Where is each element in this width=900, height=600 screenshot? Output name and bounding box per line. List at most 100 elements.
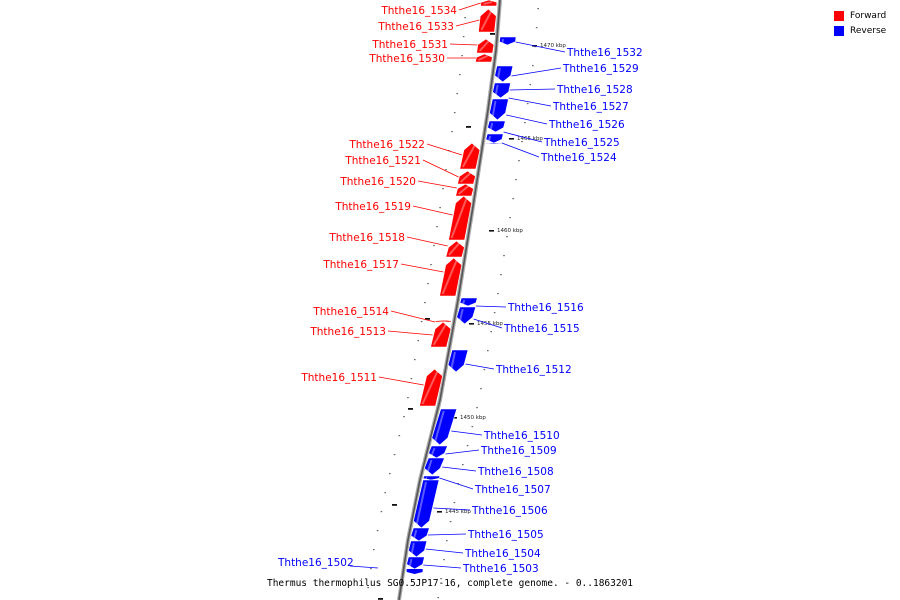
gene-arrow[interactable] (459, 142, 481, 170)
gene-label[interactable]: Ththe16_1533 (377, 21, 454, 33)
gene-label[interactable]: Ththe16_1506 (471, 505, 548, 517)
forward-gene[interactable] (448, 195, 472, 241)
leader-line (426, 143, 463, 156)
gene-arrow[interactable] (459, 297, 478, 307)
gene-arrow[interactable] (439, 257, 463, 297)
forward-gene[interactable] (478, 8, 497, 33)
gene-label[interactable]: Ththe16_1530 (368, 53, 445, 65)
minor-tick (442, 188, 444, 190)
gene-label[interactable]: Ththe16_1532 (566, 47, 643, 59)
gene-label[interactable]: Ththe16_1518 (328, 232, 405, 244)
reverse-gene[interactable] (408, 540, 428, 558)
gene-label[interactable]: Ththe16_1511 (300, 372, 377, 384)
gene-arrow[interactable] (406, 569, 423, 574)
gene-arrow[interactable] (487, 120, 506, 133)
gene-label[interactable]: Ththe16_1516 (507, 302, 584, 314)
gene-arrow[interactable] (485, 142, 503, 145)
gene-arrow[interactable] (445, 240, 465, 258)
gene-label[interactable]: Ththe16_1526 (548, 119, 625, 131)
reverse-gene[interactable] (499, 36, 517, 46)
gene-arrow[interactable] (492, 82, 511, 99)
reverse-gene[interactable] (431, 408, 458, 446)
gene-label[interactable]: Ththe16_1515 (503, 323, 580, 335)
gene-arrow[interactable] (428, 445, 448, 459)
gene-label[interactable]: Ththe16_1527 (552, 101, 629, 113)
forward-gene[interactable] (457, 170, 476, 185)
reverse-gene[interactable] (406, 569, 423, 574)
forward-gene[interactable] (476, 38, 495, 54)
gene-arrow[interactable] (478, 8, 497, 33)
gene-label[interactable]: Ththe16_1528 (556, 84, 633, 96)
gene-label[interactable]: Ththe16_1502 (277, 557, 354, 569)
gene-label[interactable]: Ththe16_1513 (309, 326, 386, 338)
leader-line (506, 114, 548, 125)
leader-line (378, 376, 424, 386)
reverse-gene[interactable] (423, 457, 445, 476)
reverse-gene[interactable] (492, 82, 511, 99)
minor-tick (407, 397, 409, 399)
gene-arrow[interactable] (406, 556, 425, 570)
gene-arrow[interactable] (475, 53, 493, 63)
gene-label[interactable]: Ththe16_1509 (480, 445, 557, 457)
gene-arrow[interactable] (480, 0, 498, 7)
gene-label[interactable]: Ththe16_1512 (495, 364, 572, 376)
forward-gene[interactable] (445, 240, 465, 258)
gene-label[interactable]: Ththe16_1517 (322, 259, 399, 271)
gene-label[interactable]: Ththe16_1503 (462, 563, 539, 575)
reverse-gene[interactable] (447, 349, 469, 373)
gene-label[interactable]: Ththe16_1514 (312, 306, 389, 318)
gene-label[interactable]: Ththe16_1525 (543, 137, 620, 149)
gene-arrow[interactable] (413, 479, 440, 529)
reverse-gene[interactable] (406, 556, 425, 570)
forward-gene[interactable] (439, 257, 463, 297)
gene-arrow[interactable] (476, 38, 495, 54)
gene-arrow[interactable] (408, 540, 428, 558)
forward-gene[interactable] (475, 53, 493, 63)
gene-arrow[interactable] (447, 349, 469, 373)
gene-label[interactable]: Ththe16_1508 (477, 466, 554, 478)
reverse-gene[interactable] (459, 297, 478, 307)
forward-gene[interactable] (419, 368, 443, 407)
gene-arrow[interactable] (494, 65, 514, 83)
gene-label[interactable]: Ththe16_1520 (339, 176, 416, 188)
gene-label[interactable]: Ththe16_1522 (348, 139, 425, 151)
reverse-gene[interactable] (489, 98, 509, 121)
forward-gene[interactable] (434, 319, 452, 323)
reverse-gene[interactable] (485, 141, 503, 146)
gene-label[interactable]: Ththe16_1524 (540, 152, 617, 164)
reverse-gene[interactable] (428, 445, 448, 459)
forward-gene[interactable] (455, 183, 474, 197)
major-tick (408, 408, 413, 410)
minor-tick (427, 283, 429, 285)
gene-arrow[interactable] (499, 36, 517, 46)
gene-label[interactable]: Ththe16_1510 (483, 430, 560, 442)
reverse-gene[interactable] (494, 65, 514, 83)
reverse-gene[interactable] (413, 479, 440, 529)
forward-gene[interactable] (430, 321, 452, 348)
gene-arrow[interactable] (485, 133, 504, 144)
gene-arrow[interactable] (489, 98, 509, 121)
gene-arrow[interactable] (448, 195, 472, 241)
reverse-gene[interactable] (456, 306, 477, 325)
gene-label[interactable]: Ththe16_1521 (344, 155, 421, 167)
gene-label[interactable]: Ththe16_1534 (380, 5, 457, 17)
gene-label[interactable]: Ththe16_1529 (562, 63, 639, 75)
gene-label[interactable]: Ththe16_1531 (371, 39, 448, 51)
gene-arrow[interactable] (423, 457, 445, 476)
forward-gene[interactable] (480, 0, 498, 7)
gene-arrow[interactable] (422, 475, 441, 481)
gene-arrow[interactable] (456, 306, 477, 325)
gene-arrow[interactable] (419, 368, 443, 407)
gene-label[interactable]: Ththe16_1505 (467, 529, 544, 541)
gene-arrow[interactable] (410, 527, 430, 542)
reverse-gene[interactable] (485, 133, 504, 144)
reverse-gene[interactable] (487, 120, 506, 133)
gene-label[interactable]: Ththe16_1519 (334, 201, 411, 213)
gene-arrow[interactable] (431, 408, 458, 446)
forward-gene[interactable] (459, 142, 481, 170)
reverse-gene[interactable] (422, 475, 441, 481)
gene-arrow[interactable] (430, 321, 452, 348)
gene-label[interactable]: Ththe16_1504 (464, 548, 541, 560)
reverse-gene[interactable] (410, 527, 430, 542)
gene-label[interactable]: Ththe16_1507 (474, 484, 551, 496)
